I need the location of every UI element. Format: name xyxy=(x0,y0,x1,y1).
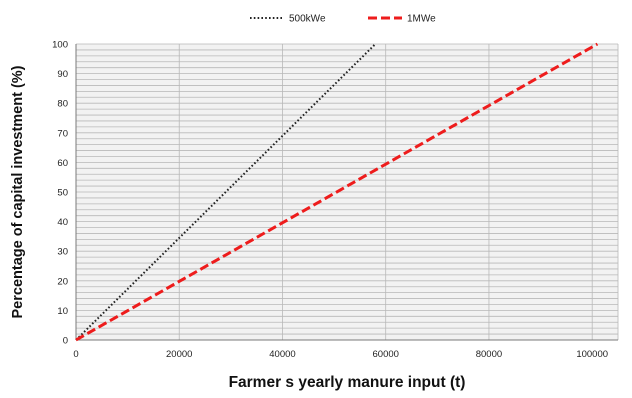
x-tick-label: 80000 xyxy=(476,349,502,360)
y-tick-label: 100 xyxy=(52,40,68,51)
y-tick-label: 50 xyxy=(57,188,68,199)
y-tick-label: 70 xyxy=(57,128,68,139)
y-tick-label: 80 xyxy=(57,99,68,110)
grid-lines xyxy=(76,43,619,340)
series-line-500kwe xyxy=(75,43,377,341)
series-line-1mwe xyxy=(75,42,599,342)
y-tick-label: 0 xyxy=(63,336,68,347)
x-axis-title: Farmer s yearly manure input (t) xyxy=(229,374,466,391)
x-tick-labels: 0 20000 40000 60000 80000 100000 xyxy=(73,349,608,360)
x-tick-label: 40000 xyxy=(269,349,295,360)
x-tick-label: 20000 xyxy=(166,349,192,360)
legend: 500kWe 1MWe xyxy=(250,14,436,25)
y-tick-label: 60 xyxy=(57,158,68,169)
x-tick-label: 60000 xyxy=(373,349,399,360)
y-tick-label: 10 xyxy=(57,306,68,317)
axes xyxy=(75,44,618,341)
y-tick-label: 30 xyxy=(57,247,68,258)
y-tick-label: 20 xyxy=(57,276,68,287)
legend-label-500kwe: 500kWe xyxy=(289,14,326,25)
x-tick-label: 100000 xyxy=(576,349,608,360)
y-tick-label: 40 xyxy=(57,217,68,228)
y-tick-label: 90 xyxy=(57,69,68,80)
y-tick-labels: 0 10 20 30 40 50 60 70 80 90 100 xyxy=(52,40,68,347)
y-axis-title: Percentage of capital investment (%) xyxy=(10,65,26,318)
legend-label-1mwe: 1MWe xyxy=(407,14,436,25)
series-lines xyxy=(75,42,599,342)
x-tick-label: 0 xyxy=(73,349,78,360)
